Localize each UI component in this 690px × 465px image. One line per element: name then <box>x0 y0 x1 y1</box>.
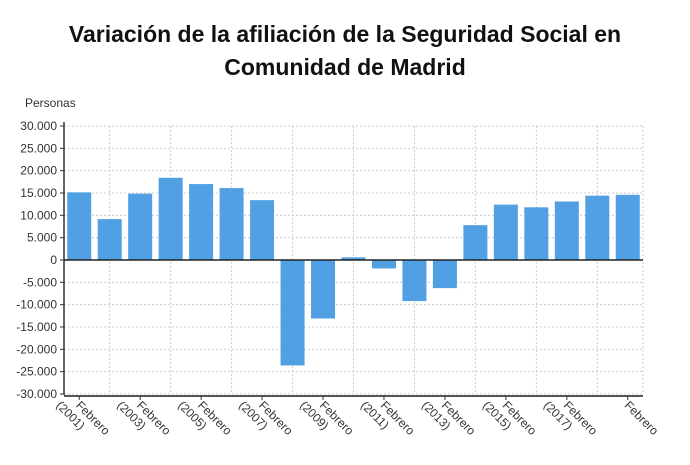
x-tick-label: Febrero(2015) <box>480 388 540 448</box>
bar-2008 <box>280 260 305 366</box>
bar-2004 <box>158 177 183 260</box>
chart-title: Variación de la afiliación de la Segurid… <box>0 18 690 84</box>
x-tick-label: Febrero(2003) <box>114 388 174 448</box>
bar-2005 <box>189 184 214 260</box>
y-tick-label: -20.000 <box>16 342 57 356</box>
bar-2001 <box>67 192 92 260</box>
y-tick-label: 30.000 <box>20 119 57 133</box>
y-tick-label: 25.000 <box>20 141 57 155</box>
bar-2018 <box>585 195 610 260</box>
y-tick-label: -10.000 <box>16 298 57 312</box>
y-tick-label: 15.000 <box>20 186 57 200</box>
chart-title-line-1: Variación de la afiliación de la Segurid… <box>68 21 622 47</box>
y-tick-label: -5.000 <box>23 275 57 289</box>
bar-2010 <box>341 257 366 260</box>
y-tick-label: -30.000 <box>16 387 57 401</box>
y-tick-label: 0 <box>50 253 57 267</box>
bar-2019 <box>615 194 640 260</box>
x-tick-label: Febrero(2013) <box>419 388 479 448</box>
bar-2016 <box>524 207 549 260</box>
x-tick-label: Febrero(2007) <box>236 388 296 448</box>
x-tick-label: Febrero(2009) <box>297 388 357 448</box>
bar-2011 <box>371 260 396 269</box>
bar-2017 <box>554 201 579 260</box>
bar-2012 <box>402 260 427 302</box>
y-axis-label: Personas <box>25 96 76 110</box>
bar-2006 <box>219 188 244 260</box>
y-tick-label: 5.000 <box>27 231 57 245</box>
bar-2002 <box>97 219 122 260</box>
bar-2007 <box>250 200 275 260</box>
bar-2003 <box>128 193 153 260</box>
chart-title-line-2: Comunidad de Madrid <box>224 54 466 80</box>
x-tick-label: Febrero(2017) <box>541 388 601 448</box>
x-tick-label: Febrero(2005) <box>175 388 235 448</box>
bar-2013 <box>432 260 457 289</box>
bar-2015 <box>493 204 518 260</box>
y-tick-label: 20.000 <box>20 164 57 178</box>
bar-2014 <box>463 225 488 260</box>
x-tick-label: Febrero(2001) <box>53 388 113 448</box>
x-tick-label: Febrero(2011) <box>358 388 418 448</box>
y-tick-label: -15.000 <box>16 320 57 334</box>
bar-2009 <box>311 260 336 319</box>
y-tick-label: -25.000 <box>16 365 57 379</box>
y-tick-label: 10.000 <box>20 208 57 222</box>
x-tick-label: Febrero <box>622 398 662 438</box>
